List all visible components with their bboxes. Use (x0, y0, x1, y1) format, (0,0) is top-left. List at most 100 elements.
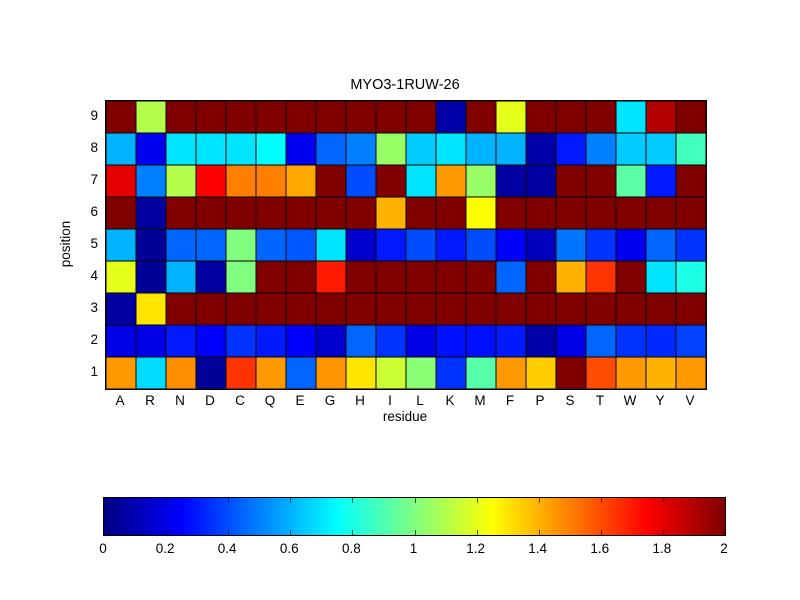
heatmap-cell (586, 357, 616, 389)
heatmap-cell (436, 293, 466, 325)
heatmap-cell (526, 293, 556, 325)
heatmap-cell (556, 325, 586, 357)
heatmap-cell (256, 325, 286, 357)
colorbar-tick-label: 1.6 (590, 541, 610, 556)
colorbar-tick-mark (228, 498, 230, 503)
colorbar (103, 497, 726, 536)
heatmap-cell (256, 101, 286, 133)
heatmap-cell (166, 357, 196, 389)
heatmap-cell (646, 293, 676, 325)
x-tick-label: S (565, 393, 575, 408)
heatmap-cell (136, 325, 166, 357)
heatmap-cell (166, 229, 196, 261)
x-tick-label: G (324, 393, 336, 408)
x-tick-label: D (205, 393, 215, 408)
heatmap-cell (316, 229, 346, 261)
heatmap-cell (526, 197, 556, 229)
heatmap-cell (526, 101, 556, 133)
heatmap-cell (526, 229, 556, 261)
heatmap-cell (226, 101, 256, 133)
heatmap-cell (436, 197, 466, 229)
x-tick-label: F (505, 393, 515, 408)
heatmap-cell (676, 133, 706, 165)
heatmap-cell (166, 197, 196, 229)
heatmap-cell (286, 229, 316, 261)
y-tick-label: 2 (90, 332, 98, 347)
heatmap-cell (616, 197, 646, 229)
heatmap-cell (136, 165, 166, 197)
heatmap-cell (586, 229, 616, 261)
heatmap-cell (286, 165, 316, 197)
heatmap-cell (106, 133, 136, 165)
heatmap-cell (166, 261, 196, 293)
y-tick-label: 5 (90, 236, 98, 251)
heatmap-cell (496, 293, 526, 325)
heatmap-cell (106, 261, 136, 293)
heatmap-cell (106, 165, 136, 197)
heatmap-cell (616, 293, 646, 325)
heatmap-cell (556, 261, 586, 293)
colorbar-tick-label: 0.8 (342, 541, 361, 556)
heatmap-cell (196, 133, 226, 165)
heatmap-cell (586, 101, 616, 133)
colorbar-tick-mark (352, 530, 354, 535)
heatmap-cell (226, 325, 256, 357)
heatmap-cell (496, 261, 526, 293)
heatmap-cell (616, 261, 646, 293)
colorbar-tick-mark (538, 498, 540, 503)
heatmap-cell (406, 293, 436, 325)
heatmap-cell (646, 133, 676, 165)
heatmap-cell (166, 165, 196, 197)
heatmap-cell (136, 293, 166, 325)
colorbar-tick-mark (476, 498, 478, 503)
heatmap-cell (586, 293, 616, 325)
heatmap-cell (316, 357, 346, 389)
heatmap-cell (556, 101, 586, 133)
heatmap-cell (376, 133, 406, 165)
x-tick-label: V (685, 393, 695, 408)
x-tick-label: Q (264, 393, 276, 408)
heatmap-cell (556, 357, 586, 389)
heatmap-cell (676, 325, 706, 357)
colorbar-tick-mark (414, 530, 416, 535)
heatmap-cell (586, 165, 616, 197)
heatmap-cell (256, 165, 286, 197)
colorbar-tick-label: 0.2 (155, 541, 175, 556)
heatmap-cell (376, 357, 406, 389)
y-tick-label: 3 (90, 300, 98, 315)
chart-title: MYO3-1RUW-26 (350, 77, 460, 93)
heatmap-cell (316, 261, 346, 293)
heatmap-cell (646, 101, 676, 133)
heatmap-cell (106, 101, 136, 133)
colorbar-tick-mark (414, 498, 416, 503)
heatmap-cell (676, 357, 706, 389)
heatmap-cell (256, 357, 286, 389)
colorbar-tick-label: 0 (99, 541, 107, 556)
heatmap-cell (406, 229, 436, 261)
heatmap-cell (406, 165, 436, 197)
heatmap-cell (436, 261, 466, 293)
heatmap-cell (226, 261, 256, 293)
heatmap-cell (526, 325, 556, 357)
x-tick-label: M (474, 393, 486, 408)
heatmap-cell (676, 229, 706, 261)
heatmap-cell (346, 357, 376, 389)
x-tick-label: C (235, 393, 245, 408)
heatmap-cell (166, 293, 196, 325)
heatmap-cell (226, 133, 256, 165)
heatmap-cell (136, 101, 166, 133)
heatmap-cell (466, 197, 496, 229)
heatmap-cell (406, 325, 436, 357)
heatmap-cell (256, 261, 286, 293)
heatmap-cell (316, 165, 346, 197)
heatmap-cell (226, 357, 256, 389)
heatmap-cell (166, 101, 196, 133)
heatmap-cell (466, 357, 496, 389)
heatmap-cell (436, 229, 466, 261)
heatmap-cell (466, 165, 496, 197)
heatmap-cell (376, 261, 406, 293)
heatmap-cell (436, 165, 466, 197)
heatmap-cell (376, 197, 406, 229)
heatmap-cell (196, 357, 226, 389)
